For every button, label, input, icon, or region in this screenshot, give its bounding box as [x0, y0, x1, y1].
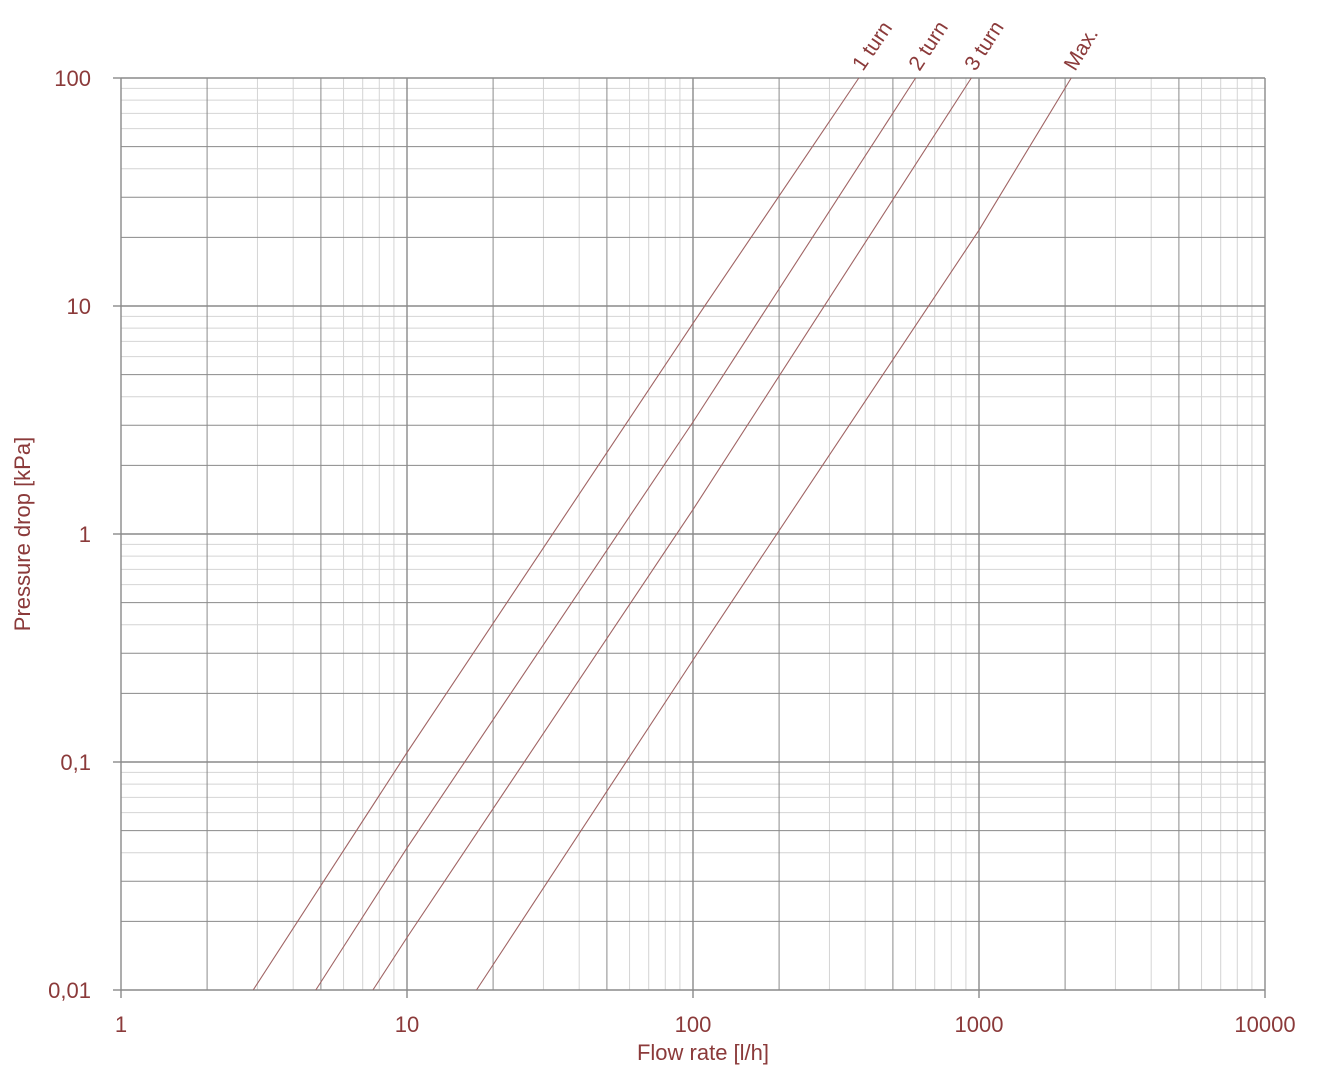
series-line	[476, 77, 1072, 991]
y-axis-tick-labels: 0,01 0,1 1 10 100	[48, 66, 91, 1003]
y-tick-label: 0,1	[60, 750, 91, 775]
x-tick-label: 1	[115, 1012, 127, 1037]
series-line	[372, 77, 972, 991]
series-line	[252, 77, 860, 991]
series-labels: 1 turn 2 turn 3 turn Max.	[848, 17, 1103, 75]
x-tick-label: 10	[395, 1012, 419, 1037]
y-tick-label: 100	[54, 66, 91, 91]
y-tick-label: 1	[79, 522, 91, 547]
series-label: 3 turn	[960, 17, 1008, 75]
series-lines	[252, 77, 1072, 991]
major-gridlines	[113, 77, 1266, 998]
series-line	[315, 77, 917, 991]
x-tick-label: 10000	[1234, 1012, 1295, 1037]
series-label: Max.	[1060, 24, 1103, 75]
x-axis-title: Flow rate [l/h]	[637, 1040, 769, 1065]
x-axis-tick-labels: 1 10 100 1000 10000	[115, 1012, 1296, 1037]
y-axis-title: Pressure drop [kPa]	[10, 437, 35, 631]
x-tick-label: 100	[675, 1012, 712, 1037]
series-label: 1 turn	[848, 17, 897, 74]
y-tick-label: 0,01	[48, 978, 91, 1003]
y-tick-label: 10	[67, 294, 91, 319]
series-label: 2 turn	[904, 17, 952, 75]
x-tick-label: 1000	[955, 1012, 1004, 1037]
